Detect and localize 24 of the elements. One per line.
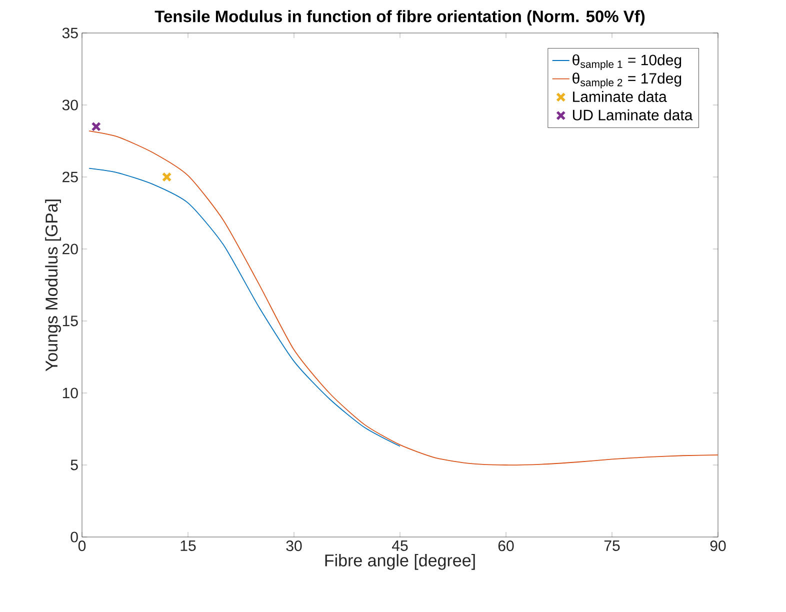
y-tick-label: 25 [62, 172, 78, 182]
y-axis-title: Youngs Modulus [GPa] [45, 200, 61, 372]
y-tick-label: 15 [62, 316, 78, 326]
y-tick-label: 20 [62, 244, 78, 254]
x-tick-label: 90 [710, 540, 726, 552]
y-tick-label: 30 [62, 100, 78, 110]
x-tick-label: 30 [286, 540, 302, 552]
legend-label: UD Laminate data [572, 109, 693, 120]
x-tick-label: 60 [498, 540, 514, 552]
chart-title: Tensile Modulus in function of fibre orientation (Norm. 50% Vf) [154, 10, 645, 26]
x-tick-label: 15 [180, 540, 196, 551]
y-tick-label: 0 [70, 532, 78, 542]
x-tick-label: 75 [604, 540, 620, 551]
line-series [88, 130, 718, 466]
y-tick-label: 5 [70, 460, 78, 470]
legend-label: θ$_{sample 2}$ = 17deg [572, 72, 682, 88]
x-tick-label: 45 [392, 540, 408, 551]
y-tick-label: 10 [62, 388, 78, 398]
x-tick-label: 0 [78, 540, 86, 552]
line-series [88, 168, 400, 447]
y-tick-label: 35 [62, 28, 78, 38]
x-axis-title: Fibre angle [degree] [325, 554, 475, 570]
legend-label: Laminate data [573, 91, 667, 102]
legend-label: θ$_{sample 1}$ = 10deg [572, 54, 682, 70]
